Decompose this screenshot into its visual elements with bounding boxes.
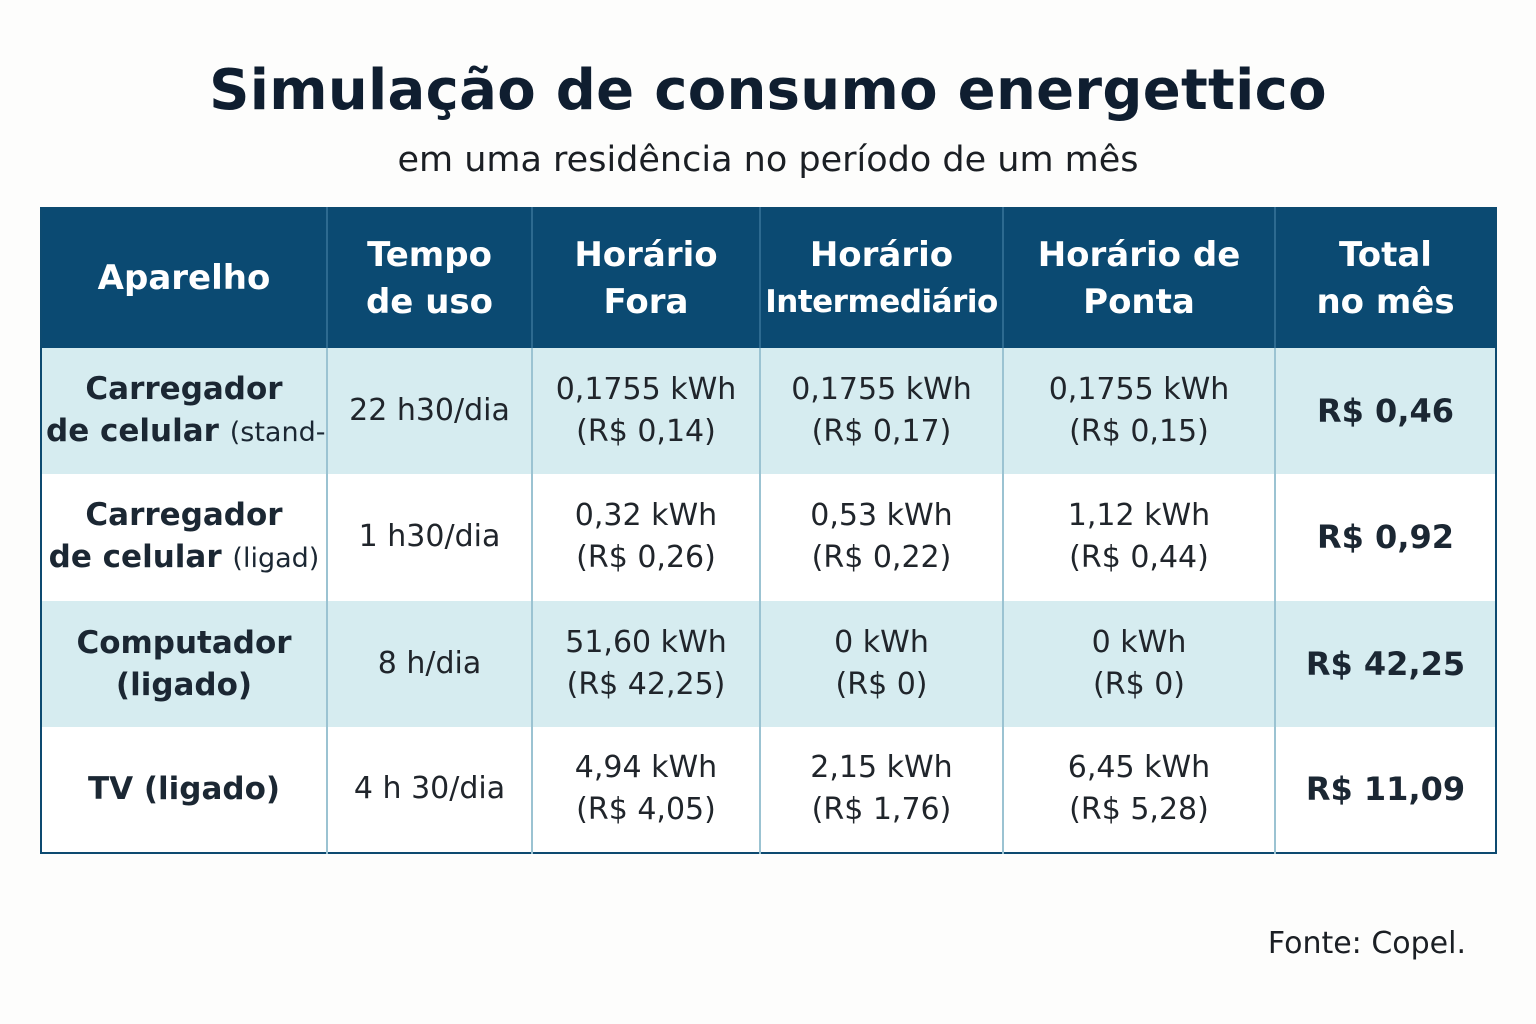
table-header-row: Aparelho Tempo de uso Horário Fora Horár… (41, 208, 1496, 348)
device-note: (stand- (229, 417, 326, 449)
cost-value: (R$ 0,14) (576, 414, 716, 450)
intermediario-cell: 0 kWh (R$ 0) (759, 600, 1003, 727)
cost-value: (R$ 0) (1093, 666, 1185, 702)
cost-value: (R$ 0,17) (811, 414, 952, 450)
table-row: Carregador de celular (ligad) 1 h30/dia … (41, 474, 1496, 601)
intermediario-cell: 0,53 kWh (R$ 0,22) (759, 474, 1003, 601)
header-label: de uso (365, 281, 494, 322)
header-label: Intermediário (765, 283, 998, 320)
fora-cell: 0,32 kWh (R$ 0,26) (531, 474, 760, 601)
total-cell: R$ 0,92 (1274, 474, 1496, 601)
cost-value: (R$ 4,05) (576, 792, 716, 828)
device-name: de celular (48, 539, 222, 576)
device-note: (ligad) (232, 543, 320, 575)
kwh-value: 4,94 kWh (574, 750, 718, 786)
kwh-value: 0 kWh (1091, 624, 1187, 660)
header-total-no-mes: Total no mês (1274, 208, 1496, 348)
device-name: Computador (76, 624, 292, 661)
header-label: Total (1339, 234, 1432, 275)
fora-cell: 4,94 kWh (R$ 4,05) (531, 726, 760, 853)
page-subtitle: em uma residência no período de um mês (397, 140, 1139, 180)
device-cell: Carregador de celular (stand- (41, 348, 327, 475)
table-row: TV (ligado) 4 h 30/dia 4,94 kWh (R$ 4,05… (41, 726, 1496, 853)
device-name: (ligado) (115, 666, 253, 703)
kwh-value: 0,1755 kWh (555, 372, 737, 408)
header-label: Aparelho (97, 258, 271, 298)
device-name: TV (ligado) (87, 771, 281, 808)
table-row: Carregador de celular (stand- 22 h30/dia… (41, 348, 1496, 475)
usage-cell: 1 h30/dia (326, 474, 532, 601)
source-credit: Fonte: Copel. (1267, 926, 1466, 961)
device-cell: Carregador de celular (ligad) (41, 474, 327, 601)
header-horario-intermediario: Horário Intermediário (759, 208, 1003, 348)
total-cell: R$ 0,46 (1274, 348, 1496, 475)
device-name: Carregador (85, 371, 283, 408)
usage-cell: 4 h 30/dia (326, 726, 532, 853)
device-cell: Computador (ligado) (41, 600, 327, 727)
kwh-value: 0 kWh (834, 624, 929, 660)
ponta-cell: 6,45 kWh (R$ 5,28) (1002, 726, 1275, 853)
cost-value: (R$ 0,26) (576, 540, 716, 576)
energy-consumption-table: Aparelho Tempo de uso Horário Fora Horár… (40, 207, 1497, 854)
page-title: Simulação de consumo energettico (209, 58, 1327, 123)
usage-cell: 22 h30/dia (326, 348, 532, 475)
header-label: Fora (603, 281, 689, 322)
device-cell: TV (ligado) (41, 726, 327, 853)
device-name: de celular (46, 413, 219, 450)
header-horario-fora: Horário Fora (531, 208, 760, 348)
device-name-line2: de celular (ligad) (46, 536, 322, 580)
device-name: Carregador (85, 497, 283, 534)
kwh-value: 0,1755 kWh (791, 372, 972, 408)
kwh-value: 1,12 kWh (1067, 498, 1211, 534)
cost-value: (R$ 0) (835, 666, 928, 702)
total-cell: R$ 42,25 (1274, 600, 1496, 727)
intermediario-cell: 2,15 kWh (R$ 1,76) (759, 726, 1003, 853)
cost-value: (R$ 0,22) (811, 540, 952, 576)
header-horario-de-ponta: Horário de Ponta (1002, 208, 1275, 348)
fora-cell: 51,60 kWh (R$ 42,25) (531, 600, 760, 727)
header-label: no mês (1316, 281, 1455, 322)
kwh-value: 6,45 kWh (1067, 750, 1211, 786)
kwh-value: 2,15 kWh (810, 750, 953, 786)
header-aparelho: Aparelho (41, 208, 327, 348)
table-row: Computador (ligado) 8 h/dia 51,60 kWh (R… (41, 600, 1496, 727)
ponta-cell: 0,1755 kWh (R$ 0,15) (1002, 348, 1275, 475)
header-label: Tempo (367, 234, 492, 275)
kwh-value: 0,1755 kWh (1048, 372, 1230, 408)
header-label: Horário de (1037, 234, 1241, 275)
device-name-line2: de celular (stand- (46, 410, 325, 454)
header-tempo-de-uso: Tempo de uso (326, 208, 532, 348)
ponta-cell: 0 kWh (R$ 0) (1002, 600, 1275, 727)
cost-value: (R$ 1,76) (811, 792, 952, 828)
kwh-value: 0,53 kWh (810, 498, 953, 534)
header-label: Ponta (1083, 281, 1195, 322)
fora-cell: 0,1755 kWh (R$ 0,14) (531, 348, 760, 475)
usage-cell: 8 h/dia (326, 600, 532, 727)
header-label: Horário (809, 234, 954, 275)
total-cell: R$ 11,09 (1274, 726, 1496, 853)
intermediario-cell: 0,1755 kWh (R$ 0,17) (759, 348, 1003, 475)
cost-value: (R$ 42,25) (566, 666, 726, 702)
kwh-value: 51,60 kWh (565, 624, 727, 660)
kwh-value: 0,32 kWh (574, 498, 718, 534)
ponta-cell: 1,12 kWh (R$ 0,44) (1002, 474, 1275, 601)
cost-value: (R$ 0,15) (1069, 414, 1209, 450)
cost-value: (R$ 0,44) (1069, 540, 1209, 576)
header-label: Horário (574, 234, 718, 275)
cost-value: (R$ 5,28) (1069, 792, 1209, 828)
